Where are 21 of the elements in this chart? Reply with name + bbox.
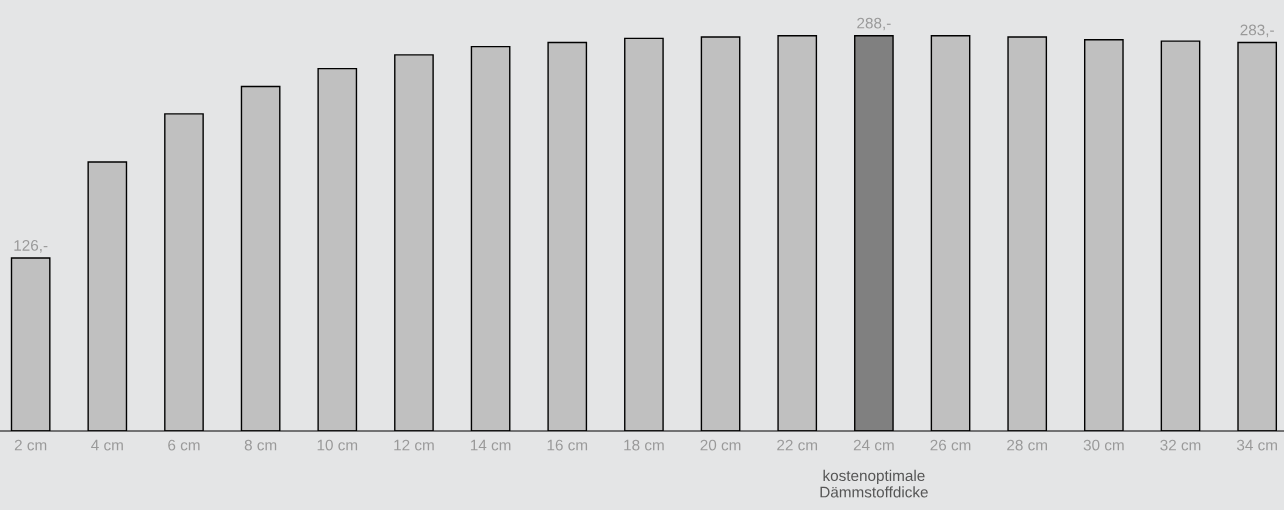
data-label: 283,- (1240, 24, 1274, 38)
data-label: 126,- (14, 240, 48, 253)
x-tick-label: 24 cm (853, 439, 894, 451)
x-tick-label: 14 cm (470, 439, 511, 451)
x-tick-label: 8 cm (244, 439, 277, 451)
x-tick-label: 12 cm (394, 439, 434, 451)
text: kostenoptimale Dämmstoffdicke (820, 469, 928, 498)
x-tick-label: 32 cm (1160, 439, 1201, 451)
x-tick-label: 28 cm (1007, 439, 1047, 451)
x-tick-label: 10 cm (317, 439, 358, 451)
x-tick-label: 22 cm (777, 439, 818, 451)
x-tick-label: 30 cm (1083, 439, 1124, 451)
x-tick-label: 26 cm (930, 439, 971, 451)
x-tick-label: 4 cm (91, 439, 123, 451)
x-tick-label: 34 cm (1236, 439, 1277, 451)
x-tick-label: 20 cm (700, 439, 741, 451)
x-tick-label: 6 cm (168, 439, 200, 451)
x-tick-label: 16 cm (547, 439, 588, 451)
data-label: 288,- (857, 17, 891, 31)
x-tick-label: 18 cm (624, 439, 664, 451)
x-tick-label: 2 cm (14, 439, 47, 451)
